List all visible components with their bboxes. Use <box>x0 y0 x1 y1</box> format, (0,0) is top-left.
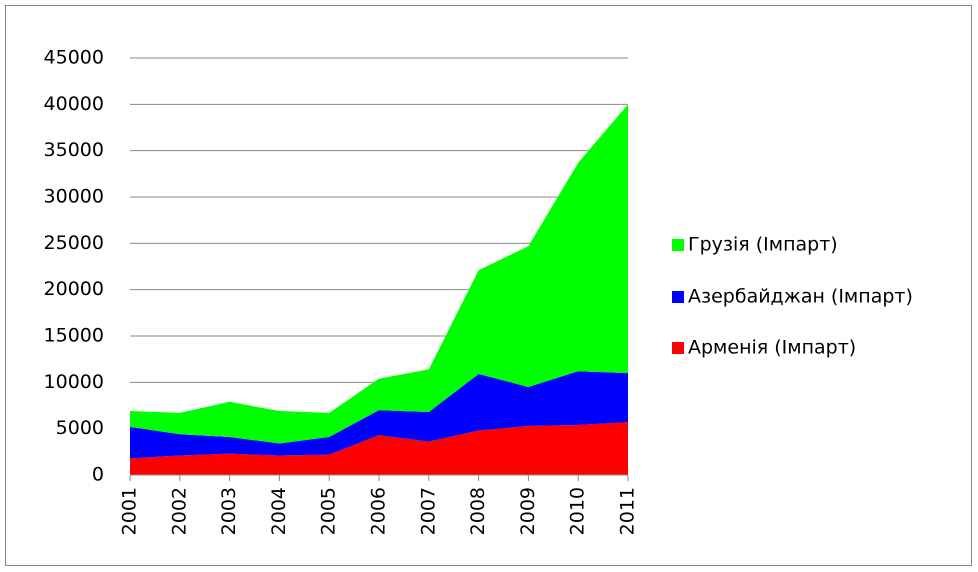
x-tick-label: 2011 <box>617 487 639 535</box>
y-tick-label: 0 <box>92 464 104 486</box>
x-tick-label: 2001 <box>119 487 141 535</box>
x-tick-label: 2002 <box>168 487 190 535</box>
x-tick-label: 2007 <box>417 487 439 535</box>
legend-label: Арменія (Імпарт) <box>688 337 856 359</box>
y-tick-label: 20000 <box>44 278 104 300</box>
legend-swatch <box>672 239 684 251</box>
legend-label: Грузія (Імпарт) <box>688 234 838 256</box>
y-tick-label: 45000 <box>44 47 104 69</box>
area <box>130 104 628 444</box>
legend-swatch <box>672 291 684 303</box>
x-tick-label: 2008 <box>467 487 489 535</box>
x-tick-label: 2006 <box>368 487 390 535</box>
x-tick-label: 2010 <box>567 487 589 535</box>
y-tick-label: 30000 <box>44 186 104 208</box>
x-tick-label: 2004 <box>268 487 290 535</box>
area <box>130 371 628 459</box>
x-tick-label: 2003 <box>218 487 240 535</box>
legend-label: Азербайджан (Імпарт) <box>688 286 913 308</box>
y-tick-label: 15000 <box>44 325 104 347</box>
y-tick-label: 5000 <box>56 417 104 439</box>
y-tick-label: 35000 <box>44 139 104 161</box>
y-tick-label: 10000 <box>44 371 104 393</box>
y-tick-label: 25000 <box>44 232 104 254</box>
y-tick-label: 40000 <box>44 93 104 115</box>
legend-swatch <box>672 342 684 354</box>
x-tick-label: 2009 <box>517 487 539 535</box>
x-tick-label: 2005 <box>318 487 340 535</box>
area <box>130 422 628 475</box>
